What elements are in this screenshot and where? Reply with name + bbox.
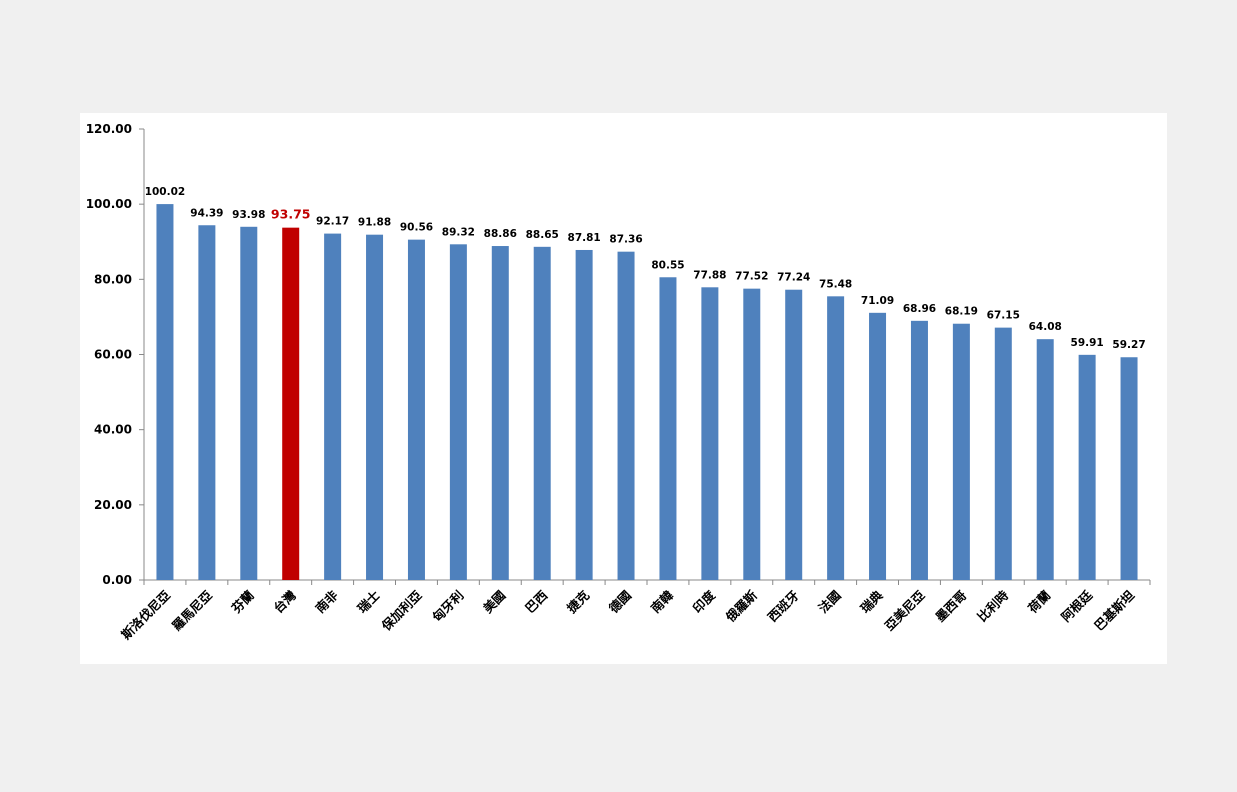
bar <box>491 246 509 581</box>
bar <box>1078 354 1096 580</box>
bar <box>198 225 216 580</box>
bar <box>324 233 342 580</box>
x-category-label: 南韓 <box>648 587 677 616</box>
data-label: 59.91 <box>1071 337 1104 349</box>
bar <box>533 246 551 581</box>
data-label: 64.08 <box>1029 321 1062 333</box>
x-category-label: 巴西 <box>522 588 550 616</box>
data-label: 80.55 <box>651 259 684 271</box>
data-label: 100.02 <box>145 186 186 198</box>
y-tick-label: 80.00 <box>94 272 132 286</box>
bar <box>994 327 1012 580</box>
x-category-label: 斯洛伐尼亞 <box>118 587 173 642</box>
x-category-label: 荷蘭 <box>1024 587 1053 616</box>
data-label: 87.81 <box>568 232 601 244</box>
data-label: 90.56 <box>400 222 433 234</box>
y-tick-label: 0.00 <box>102 573 132 587</box>
x-category-label: 瑞典 <box>857 587 886 616</box>
data-label: 68.96 <box>903 303 936 315</box>
data-label: 87.36 <box>609 234 642 246</box>
x-category-label: 南非 <box>312 587 341 616</box>
bar <box>701 287 719 580</box>
x-category-label: 台灣 <box>271 587 300 616</box>
y-tick-label: 60.00 <box>94 348 132 362</box>
bar <box>659 277 677 580</box>
data-label: 89.32 <box>442 226 475 238</box>
data-label: 68.19 <box>945 306 978 318</box>
y-tick-label: 20.00 <box>94 498 132 512</box>
y-tick-label: 40.00 <box>94 423 132 437</box>
x-category-label: 亞美尼亞 <box>882 587 928 633</box>
data-label: 88.65 <box>526 229 559 241</box>
x-category-label: 芬蘭 <box>228 587 257 616</box>
x-category-label: 比利時 <box>974 587 1011 624</box>
x-category-label: 阿根廷 <box>1058 587 1095 624</box>
x-category-label: 捷克 <box>564 587 593 616</box>
x-category-label: 印度 <box>690 587 719 616</box>
data-label: 88.86 <box>484 228 517 240</box>
x-category-label: 匈牙利 <box>429 588 467 626</box>
data-label: 77.88 <box>693 269 726 281</box>
x-category-label: 美國 <box>480 588 508 616</box>
bar <box>449 244 467 580</box>
bar-chart: 0.00 20.00 40.00 60.00 80.00 100.00 120.00 100.… <box>86 122 1151 642</box>
bar <box>952 323 970 580</box>
bar <box>785 289 803 580</box>
data-label: 71.09 <box>861 295 894 307</box>
x-category-label: 巴基斯坦 <box>1091 587 1137 633</box>
bar <box>156 204 174 580</box>
bar <box>1036 339 1054 580</box>
bar <box>575 249 593 580</box>
x-category-label: 俄羅斯 <box>722 587 760 625</box>
x-category-label: 德國 <box>606 588 634 616</box>
bar <box>743 288 761 580</box>
data-label: 92.17 <box>316 216 349 228</box>
bar <box>617 251 635 580</box>
bar <box>869 312 887 580</box>
bar <box>282 227 300 580</box>
x-category-label: 法國 <box>815 588 843 616</box>
y-tick-label: 100.00 <box>86 197 132 211</box>
data-label: 59.27 <box>1112 339 1145 351</box>
x-category-label: 保加利亞 <box>378 587 425 634</box>
chart-panel: 0.00 20.00 40.00 60.00 80.00 100.00 120.00 100.… <box>80 113 1167 664</box>
data-label: 75.48 <box>819 278 852 290</box>
x-category-label: 墨西哥 <box>932 587 969 624</box>
data-label: 67.15 <box>987 310 1020 322</box>
bar <box>240 226 258 580</box>
bar <box>910 320 928 580</box>
bar <box>1120 357 1138 580</box>
bar <box>366 234 384 580</box>
data-label: 91.88 <box>358 217 391 229</box>
x-category-label: 瑞士 <box>354 587 383 616</box>
y-tick-label: 120.00 <box>86 122 132 136</box>
bar <box>407 239 425 580</box>
bar <box>827 296 845 580</box>
x-category-label: 西班牙 <box>765 588 802 625</box>
data-label: 93.75 <box>271 207 311 222</box>
data-label: 93.98 <box>232 209 265 221</box>
data-label: 94.39 <box>190 207 223 219</box>
x-category-label: 羅馬尼亞 <box>169 587 215 633</box>
data-label: 77.52 <box>735 271 768 283</box>
data-label: 77.24 <box>777 272 810 284</box>
